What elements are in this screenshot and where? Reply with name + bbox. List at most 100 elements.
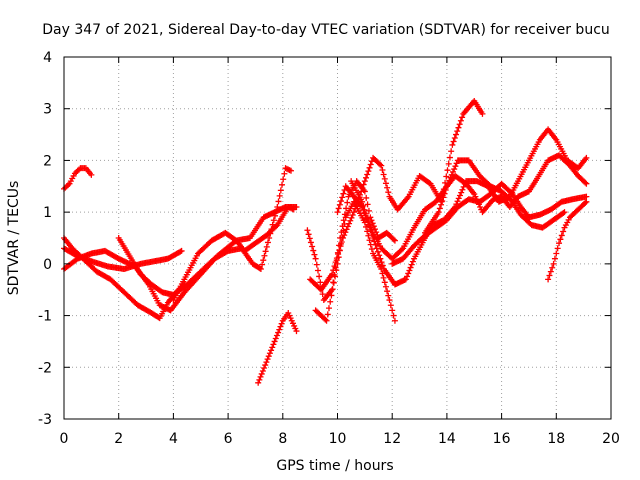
data-point [406, 267, 413, 274]
data-point [336, 247, 343, 254]
data-point [329, 271, 336, 278]
data-point [279, 181, 286, 188]
x-tick-label: 6 [224, 431, 233, 447]
data-point [325, 305, 332, 312]
data-point [558, 232, 565, 239]
data-point [379, 167, 386, 174]
data-point [381, 175, 388, 182]
data-point [276, 192, 283, 199]
data-point [458, 189, 465, 196]
data-point [311, 251, 318, 258]
data-point [549, 264, 556, 271]
data-point [546, 272, 553, 279]
x-axis-label: GPS time / hours [276, 458, 393, 474]
data-point [336, 201, 343, 208]
data-point [457, 117, 464, 124]
data-point [177, 248, 184, 255]
data-point [455, 195, 462, 202]
data-point [390, 236, 397, 243]
data-point [335, 254, 342, 261]
data-point [547, 268, 554, 275]
data-point [439, 198, 446, 205]
data-point [323, 317, 330, 324]
data-point [363, 174, 370, 181]
data-point [387, 302, 394, 309]
data-point [273, 208, 280, 215]
data-point [561, 209, 568, 216]
data-point [261, 365, 268, 372]
data-point [327, 298, 334, 305]
data-point [364, 228, 371, 235]
data-point [349, 212, 356, 219]
data-point [281, 170, 288, 177]
data-point [256, 265, 263, 272]
data-point [405, 270, 412, 277]
data-point [288, 167, 295, 174]
chart-title: Day 347 of 2021, Sidereal Day-to-day VTE… [42, 22, 610, 38]
data-point [385, 189, 392, 196]
data-point [257, 266, 264, 273]
data-point [324, 311, 331, 318]
data-point [553, 250, 560, 257]
data-point [261, 252, 268, 259]
data-point [583, 180, 590, 187]
data-point [260, 257, 267, 264]
data-point [448, 148, 455, 155]
data-point [271, 338, 278, 345]
data-point [459, 186, 466, 193]
x-tick-label: 20 [602, 431, 620, 447]
data-point [271, 212, 278, 219]
data-point [313, 261, 320, 268]
data-point [178, 247, 185, 254]
data-point [273, 332, 280, 339]
data-point [331, 263, 338, 270]
data-point [347, 217, 354, 224]
y-tick-label: 0 [43, 257, 52, 273]
y-axis-label: SDTVAR / TECUs [6, 181, 22, 296]
data-point [332, 273, 339, 280]
data-point [275, 329, 282, 336]
data-point [560, 228, 567, 235]
data-point [259, 367, 266, 374]
data-point [264, 356, 271, 363]
y-tick-label: 4 [43, 50, 52, 66]
data-point [582, 179, 589, 186]
data-point [440, 194, 447, 201]
data-point [312, 255, 319, 262]
data-point [319, 291, 326, 298]
data-point [341, 220, 348, 227]
x-tick-label: 0 [60, 431, 69, 447]
data-point [330, 279, 337, 286]
data-point [381, 279, 388, 286]
data-point [368, 246, 375, 253]
data-point [276, 326, 283, 333]
data-point [367, 161, 374, 168]
data-point [262, 248, 269, 255]
y-tick-label: -3 [38, 412, 52, 428]
data-point [350, 209, 357, 216]
data-layer [61, 97, 590, 386]
data-point [277, 323, 284, 330]
series-s10 [312, 198, 398, 324]
data-point [550, 260, 557, 267]
data-point [408, 261, 415, 268]
data-point [556, 240, 563, 247]
x-tick-label: 18 [547, 431, 565, 447]
series-s1 [61, 165, 95, 192]
data-point [365, 168, 372, 175]
data-point [277, 187, 284, 194]
data-point [358, 188, 365, 195]
series-s6 [170, 203, 297, 304]
data-point [398, 246, 405, 253]
data-point [583, 198, 590, 205]
data-point [266, 350, 273, 357]
data-point [306, 235, 313, 242]
data-point [339, 194, 346, 201]
data-point [263, 243, 270, 250]
data-point [329, 286, 336, 293]
data-point [309, 243, 316, 250]
data-point [379, 262, 386, 269]
data-point [435, 209, 442, 216]
